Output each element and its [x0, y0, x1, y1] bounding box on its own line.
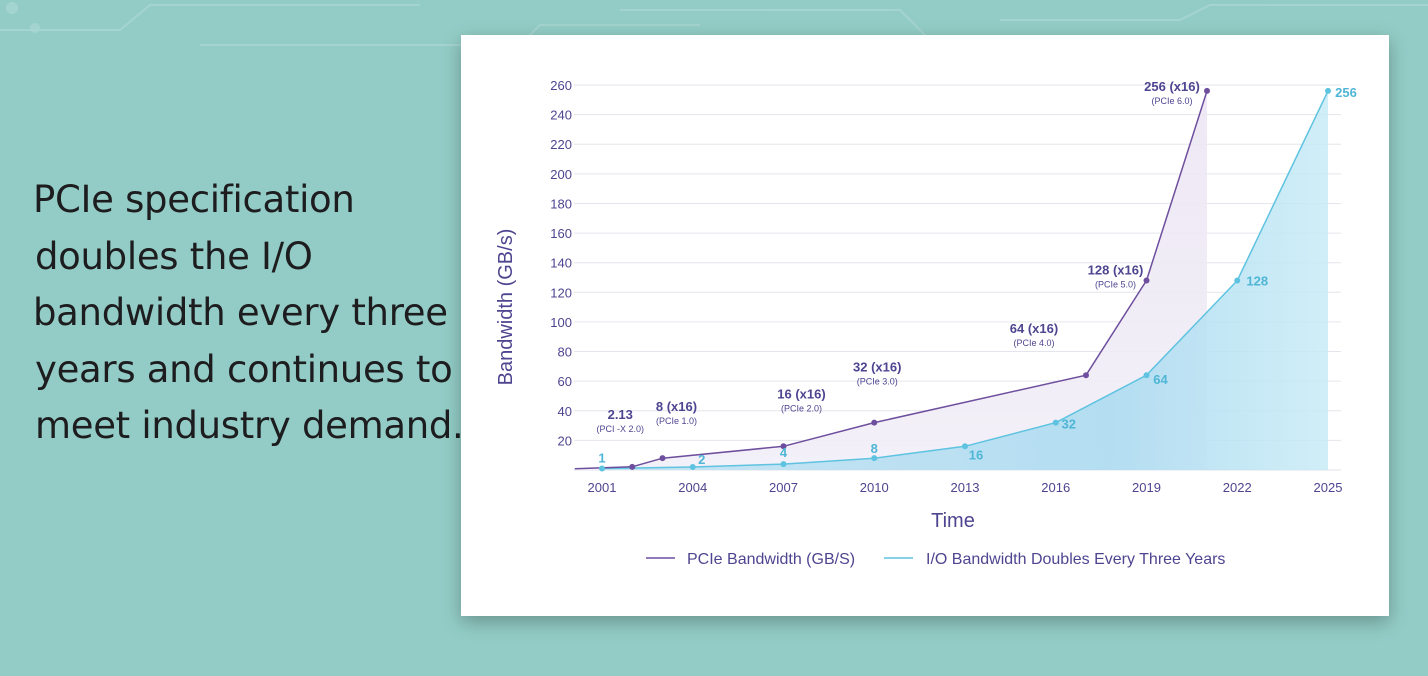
- io-point: [599, 465, 605, 472]
- x-tick-label: 2010: [860, 480, 889, 495]
- y-tick-label: 240: [550, 108, 572, 123]
- pcie-point: [1143, 277, 1150, 284]
- y-axis-title: Bandwidth (GB/s): [495, 229, 517, 386]
- y-tick-label: 100: [550, 315, 572, 330]
- io-point: [689, 464, 696, 471]
- pcie-value-label: 64 (x16): [1010, 321, 1058, 336]
- io-value-label: 256: [1335, 85, 1357, 100]
- pcie-point: [659, 455, 666, 462]
- pcie-value-label: 2.13: [608, 407, 633, 422]
- pcie-value-label: 16 (x16): [777, 386, 825, 401]
- io-value-label: 4: [780, 445, 788, 460]
- pcie-generation-label: (PCIe 2.0): [781, 403, 822, 413]
- chart-card: 2.13 (PCI -X 2.0) 8 (x16) (PCIe 1.0) 16 (x16…: [461, 35, 1389, 616]
- pcie-point: [1204, 87, 1210, 94]
- pcie-generation-label: (PCI -X 2.0): [596, 424, 644, 434]
- bandwidth-chart: 2.13 (PCI -X 2.0) 8 (x16) (PCIe 1.0) 16 (x16…: [495, 78, 1357, 568]
- y-tick-label: 120: [550, 285, 572, 300]
- io-point: [1052, 419, 1059, 426]
- y-tick-label: 80: [558, 345, 572, 360]
- pcie-generation-label: (PCIe 6.0): [1151, 96, 1192, 106]
- x-axis-title: Time: [931, 510, 975, 532]
- pcie-generation-label: (PCIe 5.0): [1095, 279, 1136, 289]
- y-tick-label: 140: [550, 256, 572, 271]
- y-tick-label: 60: [558, 374, 572, 389]
- pcie-generation-label: (PCIe 1.0): [656, 416, 697, 426]
- y-tick-label: 260: [550, 78, 572, 93]
- io-point: [780, 461, 787, 468]
- io-value-label: 1: [598, 451, 605, 466]
- headline-line-1: PCIe specification: [33, 178, 355, 221]
- pcie-series-line: [574, 90, 1208, 470]
- x-axis-ticks: 2001 2004 2007 2010 2013 2016 2019 2022 2025: [588, 480, 1343, 495]
- pcie-point: [1083, 372, 1089, 379]
- x-tick-label: 2019: [1132, 480, 1161, 495]
- x-tick-label: 2007: [769, 480, 798, 495]
- io-value-label: 32: [1062, 417, 1076, 432]
- pcie-generation-label: (PCIe 3.0): [857, 377, 898, 387]
- io-value-label: 128: [1246, 273, 1268, 288]
- headline: PCIe specification doubles the I/O bandw…: [33, 172, 464, 455]
- y-tick-label: 200: [550, 167, 572, 182]
- io-value-label: 8: [871, 441, 878, 456]
- y-tick-label: 220: [550, 137, 572, 152]
- pcie-point: [629, 463, 636, 470]
- x-tick-label: 2001: [588, 480, 617, 495]
- legend: PCIe Bandwidth (GB/S) I/O Bandwidth Doub…: [646, 551, 1225, 568]
- x-tick-label: 2025: [1314, 480, 1343, 495]
- io-value-label: 16: [969, 447, 983, 462]
- io-point: [962, 443, 968, 450]
- io-point: [871, 455, 878, 462]
- headline-line-3: bandwidth every three: [33, 291, 448, 334]
- legend-label-pcie: PCIe Bandwidth (GB/S): [687, 551, 855, 568]
- x-tick-label: 2016: [1041, 480, 1070, 495]
- pcie-value-label: 8 (x16): [656, 399, 697, 414]
- series-markers: [599, 87, 1331, 472]
- legend-label-io: I/O Bandwidth Doubles Every Three Years: [926, 551, 1225, 568]
- y-tick-label: 20: [558, 433, 572, 448]
- pcie-point: [780, 443, 787, 450]
- pcie-value-label: 256 (x16): [1144, 79, 1200, 94]
- io-value-label: 64: [1153, 372, 1168, 387]
- x-tick-label: 2004: [678, 480, 707, 495]
- io-point: [1325, 87, 1331, 94]
- y-tick-label: 40: [558, 404, 572, 419]
- headline-line-5: meet industry demand.: [35, 404, 464, 447]
- circuit-background-pattern: [0, 2, 1428, 46]
- pcie-value-label: 32 (x16): [853, 360, 901, 375]
- pcie-value-label: 128 (x16): [1088, 262, 1144, 277]
- pcie-point: [871, 419, 878, 426]
- x-tick-label: 2013: [951, 480, 980, 495]
- headline-line-4: years and continues to: [35, 347, 453, 391]
- headline-line-2: doubles the I/O: [35, 234, 313, 278]
- y-tick-label: 180: [550, 196, 572, 211]
- pcie-generation-label: (PCIe 4.0): [1013, 338, 1054, 348]
- x-tick-label: 2022: [1223, 480, 1252, 495]
- y-tick-label: 160: [550, 226, 572, 241]
- point-labels: 2.13 (PCI -X 2.0) 8 (x16) (PCIe 1.0) 16 (x16…: [596, 79, 1356, 467]
- io-value-label: 2: [698, 452, 705, 467]
- y-axis-ticks: 20 40 60 80 100 120 140 160 180 200 220 240 260: [550, 78, 572, 448]
- io-point: [1234, 277, 1241, 284]
- io-point: [1143, 372, 1150, 379]
